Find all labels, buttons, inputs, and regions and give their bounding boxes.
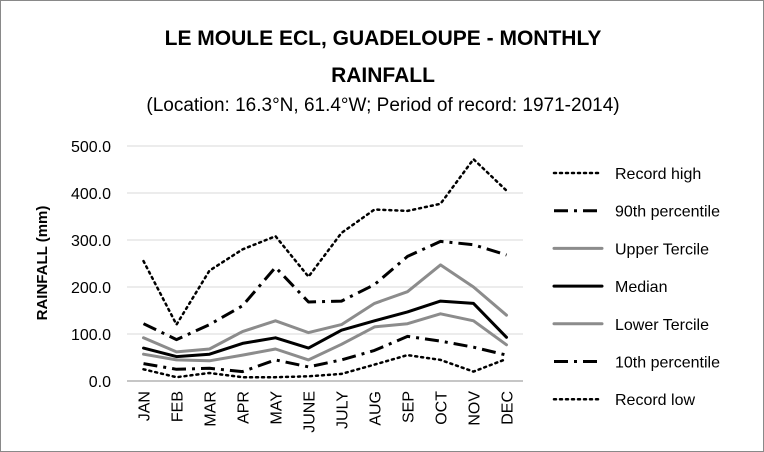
legend-label-10th-percentile: 10th percentile (615, 355, 720, 372)
series-line-median (142, 299, 508, 359)
y-tick-label: 500.0 (71, 139, 111, 156)
series-line-90th-percentile (142, 239, 507, 342)
legend-label-90th-percentile: 90th percentile (615, 204, 720, 221)
series-line-lower-tercile (142, 312, 508, 363)
y-axis-ticks: 0.0 100.0 200.0 300.0 400.0 500.0 (71, 139, 111, 391)
series-line-record-high (142, 157, 508, 326)
series-line-record-low (142, 353, 508, 379)
series-lines (142, 157, 508, 379)
chart-title-line2: RAINFALL (331, 64, 435, 87)
legend-label-record-high: Record high (615, 166, 701, 183)
x-tick-label: OCT (434, 391, 451, 425)
y-tick-label: 0.0 (89, 374, 111, 391)
series-line-upper-tercile (142, 263, 508, 354)
x-tick-label: JAN (137, 391, 154, 421)
x-tick-label: APR (236, 391, 253, 424)
legend-label-lower-tercile: Lower Tercile (615, 317, 709, 334)
legend-label-median: Median (615, 279, 667, 296)
x-axis-ticks: JAN FEB MAR APR MAY JUNE JULY AUG SEP OCT NOV DEC (137, 391, 517, 433)
x-tick-label: JUNE (302, 391, 319, 433)
legend-label-upper-tercile: Upper Tercile (615, 241, 709, 258)
y-tick-label: 400.0 (71, 186, 111, 203)
gridlines (127, 145, 523, 382)
y-tick-label: 200.0 (71, 280, 111, 297)
x-tick-label: AUG (368, 391, 385, 426)
legend: Record high 90th percentile Upper Tercile M… (552, 166, 720, 409)
y-tick-label: 100.0 (71, 327, 111, 344)
chart-title-line1: LE MOULE ECL, GUADELOUPE - MONTHLY (165, 27, 602, 50)
x-tick-label: DEC (500, 391, 517, 425)
x-tick-label: SEP (401, 391, 418, 423)
y-tick-label: 300.0 (71, 233, 111, 250)
x-tick-label: JULY (335, 391, 352, 429)
chart-subtitle: (Location: 16.3°N, 61.4°W; Period of rec… (146, 95, 619, 116)
x-tick-label: FEB (170, 391, 187, 422)
series-line-10th-percentile (143, 334, 507, 374)
y-axis-label: RAINFALL (mm) (34, 206, 51, 321)
x-tick-label: MAR (203, 391, 220, 427)
x-tick-label: NOV (467, 391, 484, 426)
legend-label-record-low: Record low (615, 392, 695, 409)
x-tick-label: MAY (269, 391, 286, 425)
